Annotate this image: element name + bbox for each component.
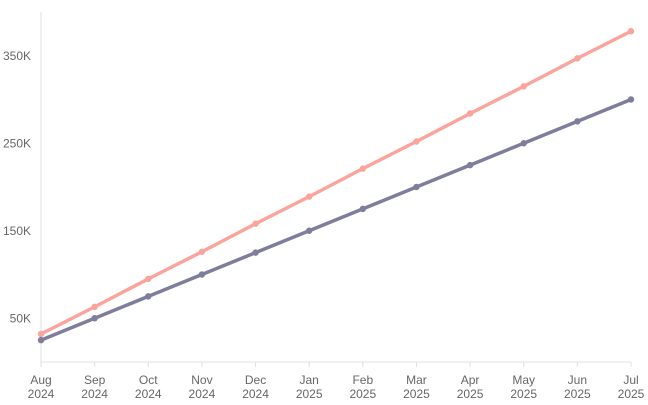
x-tick-label-month: Sep [84,373,106,387]
series-0-point[interactable] [413,138,420,145]
series-layer [37,28,635,344]
series-0-point[interactable] [574,55,581,62]
series-0-point[interactable] [466,110,474,117]
x-tick-label-year: 2025 [403,387,430,401]
x-tick-label-year: 2024 [189,387,216,401]
series-0-point[interactable] [520,83,527,90]
series-1-point[interactable] [466,161,474,169]
y-tick-label: 150K [3,224,31,238]
x-tick-label-year: 2025 [296,387,323,401]
label-layer: 50K150K250K350KAug2024Sep2024Oct2024Nov2… [3,49,645,401]
series-1-point[interactable] [627,96,635,103]
x-tick-label-year: 2025 [457,387,484,401]
y-tick-label: 50K [10,311,31,325]
y-tick-label: 350K [3,49,31,63]
x-tick-label-month: May [512,373,535,387]
series-1-point[interactable] [305,227,313,234]
x-tick-label-month: Nov [191,373,212,387]
x-tick-label-month: Oct [139,373,158,387]
x-tick-label-month: Apr [461,373,480,387]
x-tick-label-month: Jun [568,373,587,387]
x-tick-label-month: Mar [406,373,427,387]
x-tick-label-year: 2024 [28,387,55,401]
series-1-point[interactable] [91,315,98,322]
x-tick-label-year: 2024 [242,387,269,401]
series-0-point[interactable] [91,303,98,311]
series-line-1 [39,97,633,342]
y-tick-label: 250K [3,136,31,150]
x-tick-label-year: 2025 [564,387,591,401]
x-tick-label-month: Aug [30,373,51,387]
series-0-point[interactable] [198,248,206,255]
series-1-point[interactable] [520,140,527,147]
series-1-point[interactable] [413,183,420,191]
series-1-point[interactable] [252,249,259,256]
series-line-0 [39,29,633,336]
x-tick-label-month: Dec [245,373,266,387]
series-1-point[interactable] [574,118,581,125]
series-0-point[interactable] [252,220,259,227]
x-tick-label-month: Jul [623,373,638,387]
x-tick-label-year: 2024 [81,387,108,401]
x-tick-label-year: 2025 [349,387,376,401]
x-tick-label-year: 2024 [135,387,162,401]
series-1-point[interactable] [145,293,152,300]
series-1-point[interactable] [359,205,367,213]
series-0-point[interactable] [627,28,635,35]
x-tick-label-month: Feb [352,373,373,387]
series-0-point[interactable] [359,165,367,172]
series-1-point[interactable] [37,336,45,344]
series-0-point[interactable] [305,193,313,200]
x-tick-label-year: 2025 [510,387,537,401]
series-1-point[interactable] [198,271,206,278]
axis-layer [40,12,632,367]
series-0-point[interactable] [37,330,45,338]
series-0-point[interactable] [145,275,152,283]
x-tick-label-month: Jan [300,373,319,387]
x-tick-label-year: 2025 [618,387,645,401]
